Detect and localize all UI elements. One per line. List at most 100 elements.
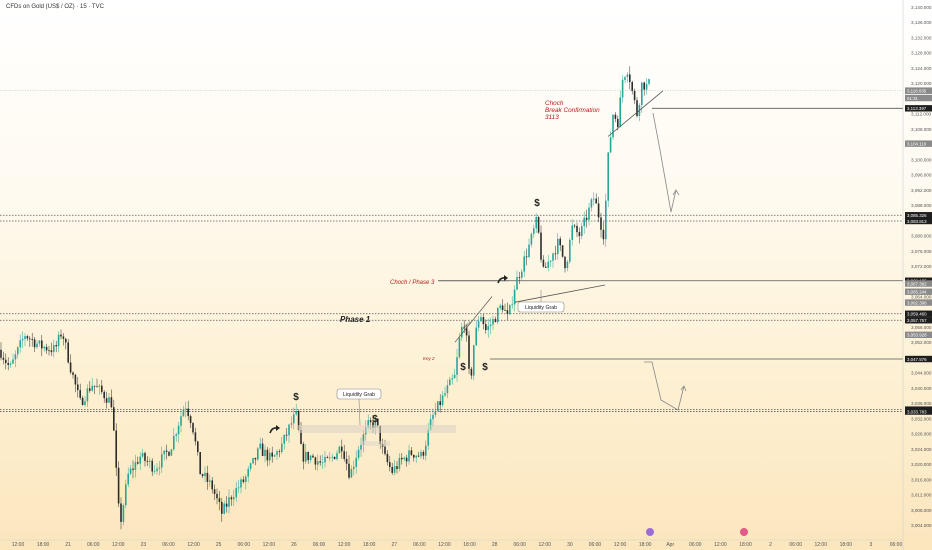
candle-body bbox=[554, 253, 557, 255]
candle-body bbox=[101, 385, 103, 392]
candle-body bbox=[9, 363, 12, 365]
candle-body bbox=[446, 385, 449, 394]
candle-body bbox=[391, 467, 393, 473]
candle-body bbox=[521, 271, 523, 278]
price-badge bbox=[905, 299, 932, 306]
candle-body bbox=[465, 327, 468, 336]
curved-arrow-icon-head bbox=[276, 425, 280, 431]
candle-body bbox=[177, 425, 180, 435]
candle-body bbox=[645, 83, 648, 90]
candle-body bbox=[158, 467, 161, 469]
price-badge bbox=[905, 140, 932, 147]
candle-body bbox=[98, 385, 101, 387]
candle-body bbox=[50, 350, 53, 353]
x-tick-label: 06:00 bbox=[313, 542, 326, 548]
price-level-badge bbox=[905, 105, 932, 112]
candle-body bbox=[453, 374, 456, 379]
x-tick-label: 18:00 bbox=[639, 542, 652, 548]
x-tick-label: 25 bbox=[216, 542, 222, 548]
x-tick-label: 23 bbox=[141, 542, 147, 548]
symbol-title: CFDs on Gold (US$ / OZ) · 15 · TVC bbox=[6, 4, 104, 10]
candle-body bbox=[192, 422, 194, 433]
candle-body bbox=[461, 327, 463, 338]
candle-body bbox=[41, 340, 43, 349]
candle-body bbox=[259, 443, 261, 449]
candle-body bbox=[494, 318, 497, 323]
projection-path-upper bbox=[652, 112, 677, 213]
price-level-badge-text: 3,033.783 bbox=[907, 409, 927, 414]
candle-body bbox=[285, 434, 288, 436]
candle-body bbox=[137, 462, 139, 464]
candle-body bbox=[612, 114, 614, 138]
y-tick-label: 3,032.000 bbox=[911, 416, 932, 421]
x-tick-label: 06:00 bbox=[513, 542, 526, 548]
candle-body bbox=[168, 451, 170, 456]
candle-body bbox=[595, 198, 597, 204]
x-tick-label: 18:00 bbox=[840, 542, 853, 548]
candle-body bbox=[149, 460, 151, 462]
candle-body bbox=[420, 451, 422, 457]
x-tick-label: 18:00 bbox=[363, 542, 376, 548]
candle-body bbox=[201, 474, 204, 477]
rising-trendline bbox=[514, 284, 606, 303]
y-tick-label: 3,108.000 bbox=[911, 127, 932, 132]
candle-body bbox=[451, 378, 453, 380]
candle-body bbox=[425, 445, 427, 456]
x-tick-label: 12:00 bbox=[714, 542, 727, 548]
candle-body bbox=[29, 338, 31, 340]
x-tick-label: 2 bbox=[769, 542, 772, 548]
candle-body bbox=[31, 339, 33, 340]
price-level-badge-text: 3,047.576 bbox=[907, 357, 927, 362]
candle-body bbox=[518, 277, 521, 278]
candle-body bbox=[295, 410, 297, 415]
candle-body bbox=[309, 455, 312, 461]
y-tick-label: 3,112.000 bbox=[911, 112, 932, 117]
candle-body bbox=[549, 260, 552, 262]
candle-body bbox=[619, 97, 621, 127]
candle-body bbox=[360, 444, 362, 450]
candle-body bbox=[249, 463, 252, 469]
calendar-event-icon bbox=[740, 528, 748, 536]
candle-body bbox=[321, 462, 324, 464]
event-icon bbox=[646, 528, 654, 536]
candle-body bbox=[17, 347, 19, 355]
candle-body bbox=[367, 420, 369, 428]
y-tick-label: 3,020.000 bbox=[911, 462, 932, 467]
y-tick-label: 3,052.000 bbox=[911, 340, 932, 345]
candle-body bbox=[283, 434, 285, 444]
candle-body bbox=[12, 359, 14, 364]
candle-body bbox=[516, 277, 518, 290]
candle-body bbox=[314, 457, 317, 465]
candle-body bbox=[614, 114, 617, 119]
candle-body bbox=[350, 469, 353, 478]
candle-body bbox=[341, 446, 343, 452]
candle-body bbox=[0, 349, 2, 358]
candle-body bbox=[141, 452, 144, 457]
candle-body bbox=[338, 446, 341, 454]
candle-body bbox=[403, 457, 405, 460]
candle-body bbox=[254, 457, 257, 460]
y-tick-label: 3,012.000 bbox=[911, 493, 932, 498]
candle-body bbox=[583, 217, 585, 227]
x-tick-label: 18:00 bbox=[463, 542, 476, 548]
dollar-marker: $ bbox=[372, 414, 378, 425]
candle-body bbox=[19, 340, 21, 348]
candle-body bbox=[533, 228, 535, 234]
candle-body bbox=[456, 357, 458, 375]
candle-body bbox=[441, 395, 444, 406]
candle-body bbox=[276, 451, 278, 456]
candle-body bbox=[607, 152, 609, 201]
candle-body bbox=[492, 318, 494, 325]
y-tick-label: 3,056.000 bbox=[911, 325, 932, 330]
x-tick-label: 26 bbox=[291, 542, 297, 548]
candle-body bbox=[523, 256, 525, 272]
candle-body bbox=[288, 424, 290, 436]
candle-body bbox=[252, 457, 254, 464]
x-tick-label: 06:00 bbox=[789, 542, 802, 548]
candle-body bbox=[377, 418, 379, 426]
price-badge-text: 3,062.396 bbox=[907, 300, 927, 305]
candle-body bbox=[643, 82, 645, 90]
candle-body bbox=[235, 487, 237, 498]
